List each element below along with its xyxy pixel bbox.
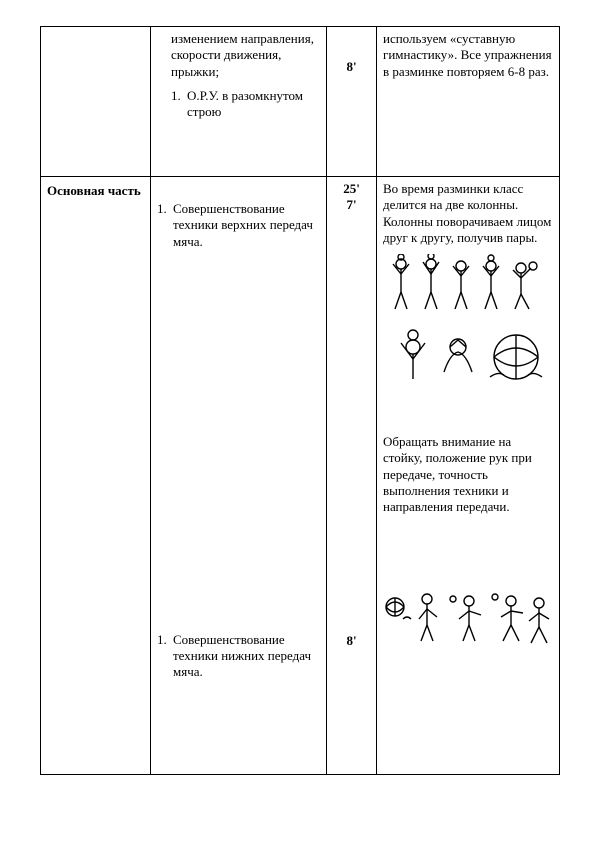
- volleyball-sequence-icon: [383, 589, 553, 649]
- cell-content: изменением направления, скорости движени…: [151, 27, 327, 177]
- table-row: изменением направления, скорости движени…: [41, 27, 560, 177]
- cell-notes: Во время разминки класс делится на две к…: [377, 177, 560, 775]
- cell-section: Основная часть: [41, 177, 151, 775]
- cell-content: Совершенствование техники верхних переда…: [151, 177, 327, 775]
- time-value: 7': [333, 197, 370, 213]
- lesson-table: изменением направления, скорости движени…: [40, 26, 560, 775]
- cell-section: [41, 27, 151, 177]
- page: изменением направления, скорости движени…: [0, 0, 595, 842]
- time-value: 25': [333, 181, 370, 197]
- content-item: Совершенствование техники нижних передач…: [157, 632, 320, 681]
- content-fragment: изменением направления, скорости движени…: [157, 31, 320, 80]
- cell-time: 25' 7' 8': [327, 177, 377, 775]
- time-value: 8': [346, 59, 356, 74]
- notes-text: Во время разминки класс делится на две к…: [383, 181, 553, 246]
- notes-text: используем «суставную гимнастику». Все у…: [383, 31, 553, 80]
- hands-ball-icon: [383, 324, 548, 394]
- content-item: Совершенствование техники верхних переда…: [157, 201, 320, 250]
- section-title: Основная часть: [47, 181, 144, 199]
- time-value: 8': [333, 633, 370, 649]
- table-row: Основная часть Совершенствование техники…: [41, 177, 560, 775]
- notes-text: Обращать внимание на стойку, положение р…: [383, 434, 553, 515]
- cell-time: 8': [327, 27, 377, 177]
- content-item: О.Р.У. в разомкнутом строю: [171, 88, 320, 121]
- cell-notes: используем «суставную гимнастику». Все у…: [377, 27, 560, 177]
- volleyball-figures-icon: [383, 254, 548, 314]
